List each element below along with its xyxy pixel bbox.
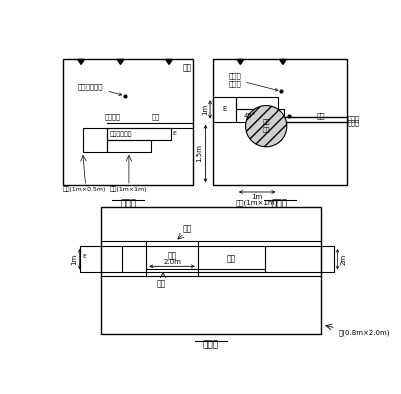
Polygon shape (117, 59, 124, 65)
Text: 挡板: 挡板 (157, 279, 166, 288)
Bar (236, 97, 278, 110)
Text: 机械: 机械 (262, 127, 270, 133)
Bar (63, 59, 193, 185)
Bar (107, 128, 170, 140)
Text: 有遮挡喷雾火: 有遮挡喷雾火 (110, 131, 132, 137)
Text: E: E (222, 106, 227, 112)
Bar (321, 246, 334, 272)
Text: 2m: 2m (340, 254, 346, 265)
Bar (236, 110, 284, 122)
Text: 2.0m: 2.0m (163, 259, 181, 265)
Text: 钢板: 钢板 (227, 255, 236, 264)
Text: 45°: 45° (243, 113, 255, 119)
Polygon shape (237, 59, 244, 65)
Text: 有遮挡: 有遮挡 (348, 115, 360, 122)
Bar (101, 206, 321, 334)
Text: 1m: 1m (251, 194, 263, 201)
Text: 喷头: 喷头 (182, 63, 192, 72)
Text: 油盘(1m×1m): 油盘(1m×1m) (110, 187, 148, 192)
Text: 热轧钢板: 热轧钢板 (105, 113, 121, 120)
Text: 正视图: 正视图 (120, 199, 136, 208)
Bar (80, 246, 101, 272)
Bar (83, 128, 107, 152)
Bar (107, 140, 151, 152)
Text: 挡板(1m×0.5m): 挡板(1m×0.5m) (63, 187, 106, 192)
Text: 钢板: 钢板 (152, 113, 160, 120)
Polygon shape (166, 59, 172, 65)
Text: 钢板: 钢板 (317, 112, 325, 119)
Text: 1m: 1m (203, 104, 209, 115)
Text: E: E (172, 131, 176, 136)
Text: 挡板: 挡板 (183, 224, 192, 233)
Text: E: E (83, 254, 87, 258)
Polygon shape (78, 59, 85, 65)
Text: 1m: 1m (71, 254, 77, 265)
Text: 门(0.8m×2.0m): 门(0.8m×2.0m) (339, 329, 391, 336)
Polygon shape (279, 59, 286, 65)
Text: 1.5m: 1.5m (196, 145, 203, 162)
Text: 油盘: 油盘 (168, 252, 177, 261)
Bar (213, 97, 236, 122)
Text: 燃轮: 燃轮 (262, 120, 270, 125)
Text: 无遮挡喷雾火: 无遮挡喷雾火 (78, 83, 122, 95)
Text: 喷雾火: 喷雾火 (348, 120, 360, 126)
Circle shape (245, 106, 287, 147)
Text: 油盘(1m×1m): 油盘(1m×1m) (236, 199, 278, 206)
Text: 俯视图: 俯视图 (203, 340, 219, 349)
Bar (213, 59, 346, 185)
Text: 侧视图: 侧视图 (272, 199, 288, 208)
Text: 无遮挡
喷雾火: 无遮挡 喷雾火 (228, 72, 278, 91)
